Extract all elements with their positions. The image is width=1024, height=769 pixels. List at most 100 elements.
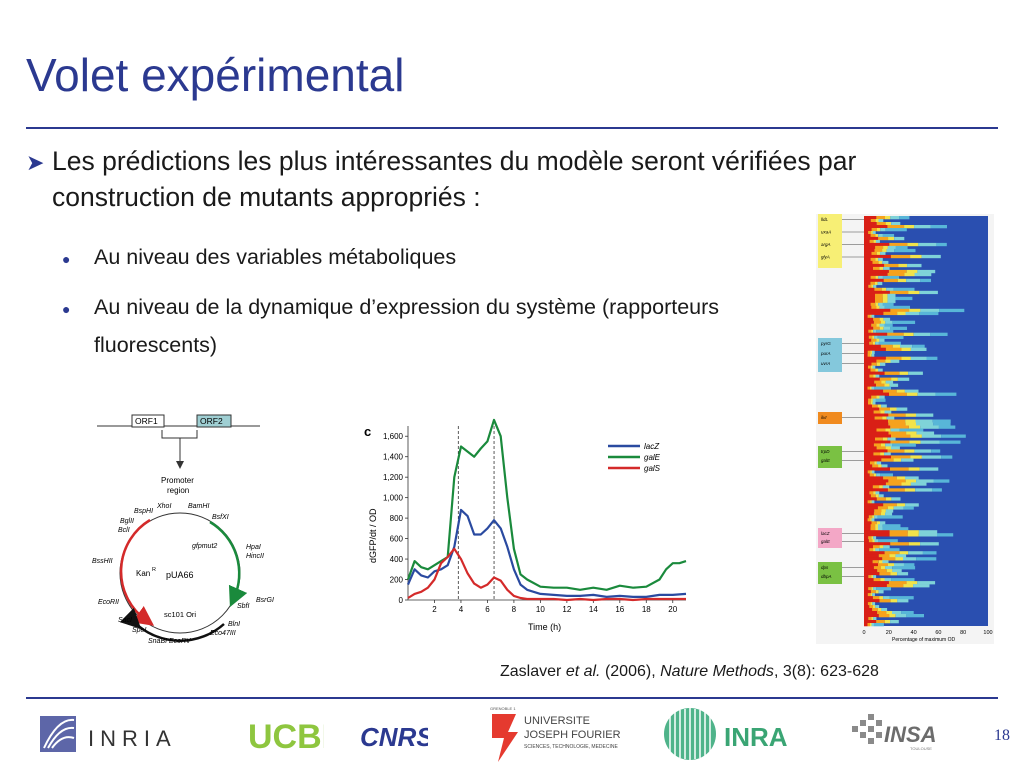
heatmap-cell (871, 587, 874, 591)
heatmap-cell (889, 392, 907, 396)
heatmap-cell (906, 392, 918, 396)
heatmap-cell (878, 560, 883, 564)
heatmap-cell (864, 383, 876, 387)
heatmap-cell (898, 263, 908, 268)
heatmap-cell (881, 443, 886, 447)
heatmap-cell (885, 228, 907, 232)
heatmap-cell (910, 347, 927, 351)
heatmap-cell (878, 260, 883, 265)
heatmap-cell (913, 584, 930, 588)
heatmap-cell (883, 245, 888, 250)
inria-logo: INRIA (40, 712, 210, 761)
heatmap-cell (908, 290, 920, 295)
heatmap-cell (864, 605, 870, 609)
heatmap-cell (887, 299, 896, 304)
heatmap-cell (884, 578, 892, 582)
gene-label: galE (821, 458, 831, 463)
heatmap-cell (864, 287, 875, 292)
heatmap-cell (869, 341, 873, 345)
heatmap-cell (872, 350, 875, 354)
heatmap-cell (875, 548, 880, 552)
heatmap-cell (864, 239, 870, 244)
heatmap-cell (906, 431, 917, 435)
heatmap-cell (897, 572, 909, 576)
heatmap-cell (875, 524, 878, 528)
heatmap-cell (872, 608, 878, 612)
heatmap-cell (867, 593, 871, 597)
heatmap-cell (888, 581, 907, 585)
heatmap-cell (870, 470, 872, 474)
heatmap-cell (869, 491, 874, 495)
heatmap-cell (864, 488, 888, 492)
heatmap-cell (864, 419, 888, 423)
heatmap-cell (864, 581, 889, 585)
heatmap-cell (887, 296, 896, 301)
footer-logos: INRIA UCBL CNRS GRENOBLE 1 UNIVERSITE JO… (36, 700, 956, 768)
heatmap-cell (864, 497, 877, 501)
gene-label: trpD (821, 449, 830, 454)
heatmap-cell (919, 290, 938, 295)
heatmap-cell (864, 596, 873, 600)
heatmap-cell (939, 308, 965, 313)
heatmap-cell (871, 470, 875, 474)
heatmap-cell (864, 608, 873, 612)
ori-arrow (119, 607, 225, 642)
heatmap-cell (903, 563, 915, 567)
heatmap-cell (907, 530, 919, 534)
heatmap-cell (864, 362, 872, 366)
heatmap-cell (890, 308, 910, 313)
heatmap-cell (903, 506, 914, 510)
x-tick-label: 6 (485, 605, 490, 614)
heatmap-cell (869, 605, 874, 609)
heatmap-cell (864, 443, 874, 447)
gfp-expression-chart: c dGFP/dt / OD Time (h) 0 200 400 600 800 1,0… (364, 418, 687, 632)
heatmap-cell (871, 617, 874, 621)
heatmap-cell (873, 320, 881, 324)
main-bullet-text: Les prédictions les plus intéressantes d… (52, 146, 857, 212)
heatmap-cell (881, 608, 888, 612)
heatmap-cell (878, 464, 882, 468)
heatmap-cell (876, 329, 894, 333)
heatmap-cell (868, 536, 872, 540)
gene-label: ilvI (821, 415, 827, 420)
heatmap-cell (884, 323, 893, 327)
heatmap-cell (886, 611, 892, 615)
heatmap-cell (920, 440, 940, 444)
heatmap-cell (921, 254, 941, 259)
heatmap-cell (879, 545, 884, 549)
heatmap-cell (880, 566, 886, 570)
heatmap-tick-label: 0 (862, 630, 865, 636)
heatmap-cell (864, 578, 874, 582)
heatmap-cell (864, 416, 875, 420)
panel-label: c (364, 424, 371, 439)
heatmap-cell (908, 542, 921, 546)
heatmap-cell (906, 269, 918, 274)
heatmap-cell (885, 380, 894, 384)
heatmap-cell (864, 219, 871, 223)
heatmap-cell (864, 464, 873, 468)
heatmap-cell (883, 326, 891, 330)
heatmap-cell (875, 296, 883, 301)
heatmap-cell (909, 425, 921, 429)
heatmap-cell (880, 410, 885, 414)
heatmap-cell (874, 539, 878, 543)
legend-label-galE: galE (644, 453, 661, 462)
heatmap-cell (880, 344, 893, 348)
heatmap-cell (883, 275, 899, 280)
heatmap-cell (897, 599, 909, 603)
heatmap-cell (912, 344, 925, 348)
y-tick-label: 200 (390, 576, 404, 585)
heatmap-cell (882, 248, 887, 253)
heatmap-cell (864, 231, 869, 235)
heatmap-cell (941, 434, 966, 438)
heatmap-cell (864, 236, 879, 241)
citation-year: (2006), (600, 663, 661, 680)
heatmap-cell (876, 359, 886, 363)
inria-text: INRIA (88, 726, 177, 751)
heatmap-cell (889, 596, 914, 600)
heatmap-cell (873, 578, 881, 582)
citation: Zaslaver et al. (2006), Nature Methods, … (500, 663, 879, 681)
heatmap-cell (873, 536, 877, 540)
heatmap-cell (897, 377, 910, 381)
heatmap-cell (864, 216, 877, 220)
